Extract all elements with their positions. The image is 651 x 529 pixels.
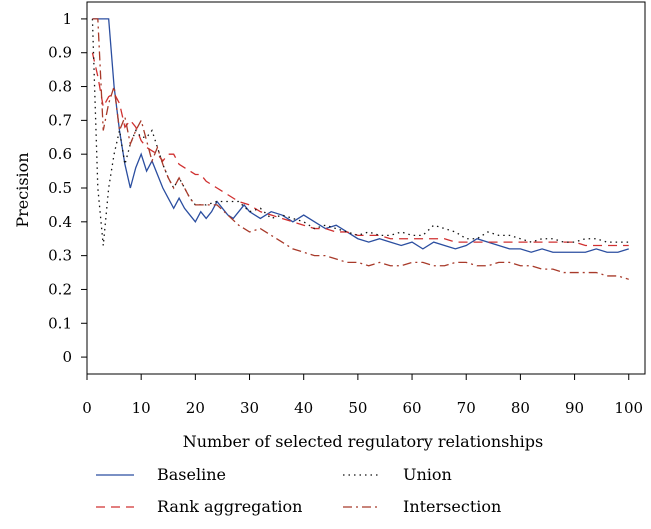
plot-lines	[91, 18, 629, 280]
y-tick-label: 0.2	[48, 280, 72, 298]
x-tick-label: 100	[614, 399, 643, 417]
legend-label-rank-aggregation: Rank aggregation	[157, 497, 302, 516]
x-tick-label: 30	[240, 399, 259, 417]
x-tick-label: 0	[82, 399, 92, 417]
plot-frame	[86, 1, 646, 375]
x-tick-label: 80	[511, 399, 530, 417]
legend-label-baseline: Baseline	[157, 465, 226, 484]
y-tick-label: 0.1	[48, 314, 72, 332]
series-line-intersection	[92, 18, 629, 280]
legend: Baseline Rank aggregation Union Intersectio…	[96, 465, 501, 516]
x-tick-label: 90	[565, 399, 584, 417]
y-tick-label: 0.7	[48, 111, 72, 129]
x-tick-label: 20	[186, 399, 205, 417]
y-tick-label: 0.4	[48, 213, 72, 231]
y-tick-label: 0.8	[48, 78, 72, 96]
y-tick-label: 0.9	[48, 44, 72, 62]
x-tick-label: 60	[403, 399, 422, 417]
y-tick-label: 0.5	[48, 179, 72, 197]
y-tick-label: 0	[62, 348, 72, 366]
y-tick-label: 0.6	[48, 145, 72, 163]
y-tick-label: 0.3	[48, 247, 72, 265]
x-tick-label: 40	[294, 399, 313, 417]
series-line-rank-aggregation	[91, 52, 629, 247]
x-axis-label: Number of selected regulatory relationsh…	[183, 432, 544, 451]
series-line-union	[91, 18, 629, 246]
x-tick-label: 50	[348, 399, 367, 417]
y-tick-label: 1	[62, 10, 72, 28]
y-axis-label: Precision	[13, 152, 32, 227]
legend-label-intersection: Intersection	[403, 497, 501, 516]
series-line-baseline	[92, 18, 629, 253]
y-axis-ticks: 0 0.1 0.2 0.3 0.4 0.5 0.6 0.7 0.8 0.9 1	[48, 10, 87, 366]
legend-label-union: Union	[403, 465, 452, 484]
x-tick-label: 10	[132, 399, 151, 417]
x-tick-label: 70	[457, 399, 476, 417]
x-axis-ticks: 0 10 20 30 40 50 60 70 80 90 100	[82, 374, 643, 417]
